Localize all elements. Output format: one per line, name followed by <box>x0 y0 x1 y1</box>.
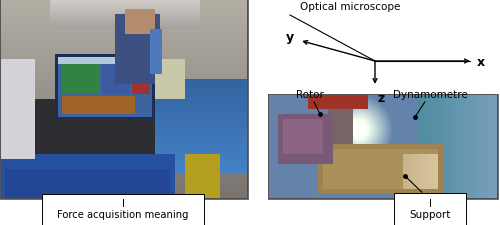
Text: Force acquisition meaning: Force acquisition meaning <box>57 209 189 219</box>
Text: x: x <box>477 55 485 68</box>
Text: z: z <box>378 92 385 105</box>
Text: Dynamometre: Dynamometre <box>392 90 468 117</box>
Bar <box>268 0 498 94</box>
Text: Support: Support <box>405 176 450 205</box>
Text: Support: Support <box>410 209 451 219</box>
Bar <box>268 94 498 199</box>
Bar <box>0 0 248 199</box>
Text: Optical microscope: Optical microscope <box>300 2 400 12</box>
Text: y: y <box>286 31 294 44</box>
Bar <box>0 199 500 225</box>
Text: Rotor: Rotor <box>296 90 324 115</box>
